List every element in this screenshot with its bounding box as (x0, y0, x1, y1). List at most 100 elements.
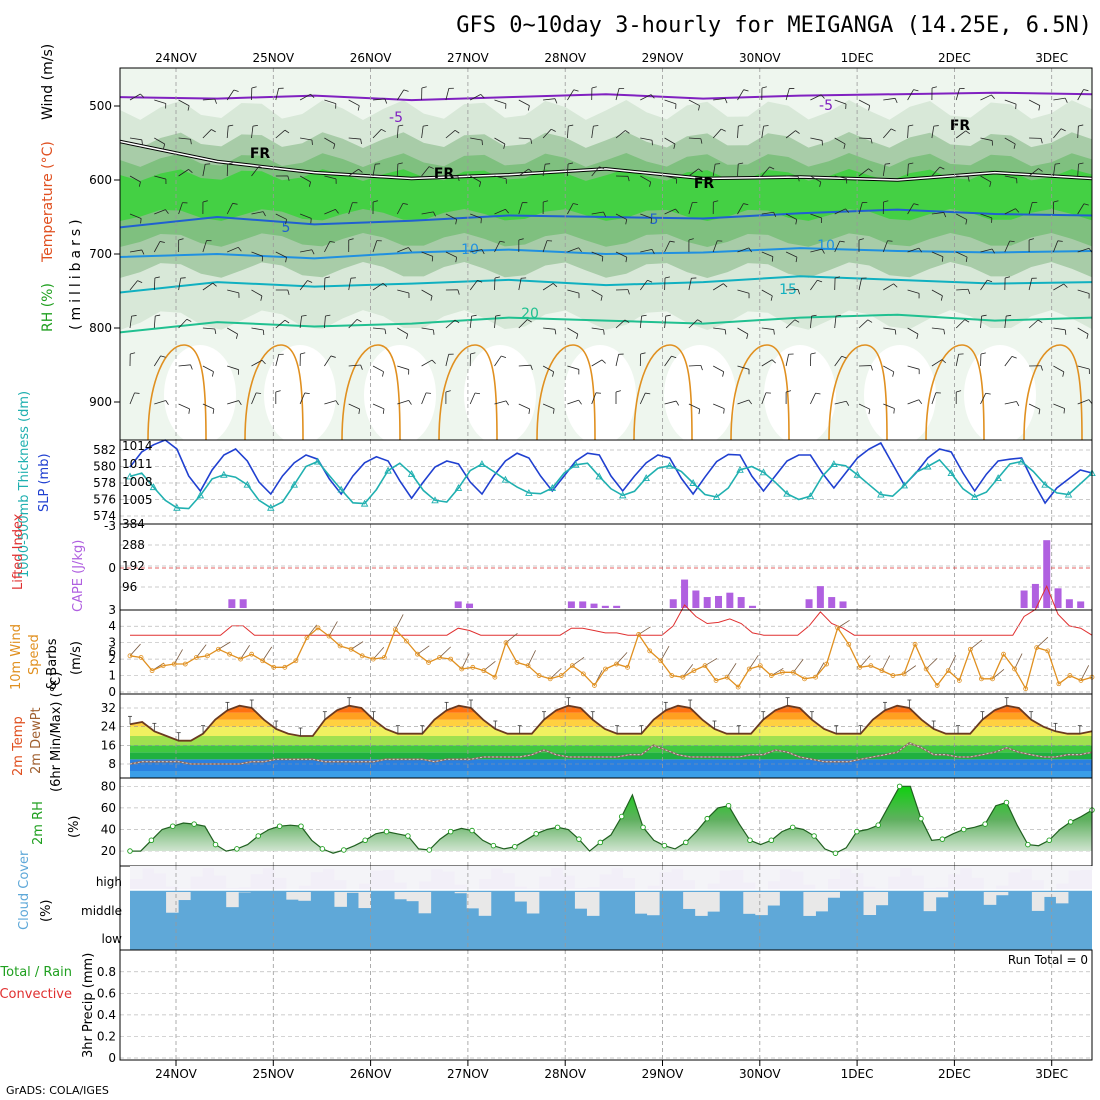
wind-barb-flag (965, 256, 968, 263)
wind-barb-flag (285, 219, 287, 225)
wind-barb (907, 125, 909, 139)
wind-barb (664, 355, 672, 367)
wind-barb-flag (357, 105, 360, 111)
cape-bar (692, 590, 700, 608)
contour-label: FR (694, 176, 715, 192)
wind-barb-flag (1086, 333, 1089, 339)
cloud-mid-gap (526, 892, 540, 914)
wind-barb (397, 365, 409, 370)
wind-barb-flag (845, 208, 850, 213)
wind-barb-flag (494, 276, 500, 279)
thickness-marker (665, 461, 674, 469)
wind-barb (591, 359, 603, 367)
cape-bar (816, 586, 824, 608)
wind-barb-flag (591, 86, 597, 89)
temp-band (130, 736, 1092, 746)
wind-barb (226, 163, 229, 177)
cape-bar (681, 579, 689, 608)
cloud-level-low: low (102, 932, 123, 946)
wind-barb (251, 126, 254, 139)
wind-barb (445, 88, 450, 101)
wind-barb (542, 403, 555, 410)
thickness-marker (900, 481, 909, 489)
wind-barb (348, 168, 359, 177)
rh-tick: 20 (101, 844, 116, 858)
wind-barb-flag (480, 94, 485, 99)
wind-barb (348, 403, 360, 410)
date-label-bottom: 1DEC (841, 1067, 874, 1081)
wind-barb-flag (987, 279, 993, 283)
wind-barb-flag (308, 181, 311, 187)
wind-barb-flag (573, 203, 579, 205)
wind-barb-flag (795, 219, 798, 225)
wind-barb (956, 288, 969, 291)
wind-tick: 0 (108, 685, 116, 699)
cloud-mid-gap (815, 892, 828, 912)
wind-10m-barb (1080, 665, 1090, 681)
wind-barb-flag (311, 249, 315, 255)
wind-tick: 1 (108, 669, 116, 683)
wind-barb (396, 163, 399, 177)
wind-barb (1053, 164, 1056, 177)
ua-tick-label: 800 (89, 321, 112, 335)
date-label-bottom: 29NOV (642, 1067, 684, 1081)
wind-barb-flag (1083, 203, 1089, 206)
wind-barb-flag (722, 371, 725, 377)
wind-barb-flag (445, 390, 451, 393)
rh-tick: 40 (101, 822, 116, 836)
ylabel-minmax: (6hr Min/Max) (°C) (49, 672, 64, 792)
contour-label: FR (434, 166, 455, 182)
wind-barb (688, 99, 700, 106)
thickness-marker (1017, 457, 1026, 465)
date-label-top: 28NOV (544, 51, 586, 65)
thickness-marker (712, 493, 721, 500)
wind-barb (567, 327, 578, 335)
rh-point (683, 839, 689, 846)
wind-barb-flag (916, 333, 919, 339)
wind-barb (688, 319, 698, 329)
wind-barb-flag (603, 211, 607, 217)
wind-barb (858, 319, 869, 329)
rh-point (618, 813, 625, 820)
wind-barb (761, 251, 774, 257)
wind-barb-flag (743, 89, 749, 92)
thickness-tick: 580 (93, 460, 116, 474)
wind-10m-barb (992, 669, 1005, 680)
wind-10m-barb (461, 653, 470, 670)
wind-barb-flag (431, 359, 436, 364)
wind-barb-flag (384, 98, 388, 104)
wind-barb (129, 249, 142, 253)
wind-barb (372, 282, 384, 291)
wind-barb-flag (841, 355, 847, 359)
wind-barb (397, 399, 409, 405)
wind-barb (737, 89, 744, 101)
wind-10m-barb (328, 621, 338, 637)
wind-barb-flag (868, 409, 871, 415)
ylabel-barbs: & Barbs (45, 638, 60, 690)
temp-tick: 16 (101, 738, 116, 752)
wind-barb (1077, 365, 1090, 370)
wind-speed-point (879, 668, 885, 674)
wind-barb-flag (843, 143, 846, 149)
wind-barb-flag (384, 329, 387, 335)
cloud-mid-gap (875, 892, 889, 906)
wind-barb-flag (698, 409, 701, 415)
wind-barb-flag (190, 139, 192, 145)
wind-barb (542, 128, 552, 139)
wind-barb-flag (360, 364, 363, 370)
rh-tick: 60 (101, 801, 116, 815)
rh-tick: 80 (101, 779, 116, 793)
wind-barb (324, 400, 337, 405)
ylabel-dewpt: 2m DewPt (29, 707, 44, 774)
wind-barb-flag (939, 166, 945, 170)
wind-barb-flag (567, 162, 574, 165)
wind-10m-barb (262, 646, 273, 661)
wind-speed-point (404, 638, 409, 644)
ylabel-cloud-units: (%) (39, 900, 54, 923)
wind-barb-flag (601, 359, 606, 364)
date-label-top: 27NOV (447, 51, 489, 65)
thickness-marker (384, 466, 392, 474)
wind-barb-flag (287, 175, 290, 181)
wind-barb-flag (457, 176, 460, 182)
wind-barb-flag (552, 371, 555, 377)
